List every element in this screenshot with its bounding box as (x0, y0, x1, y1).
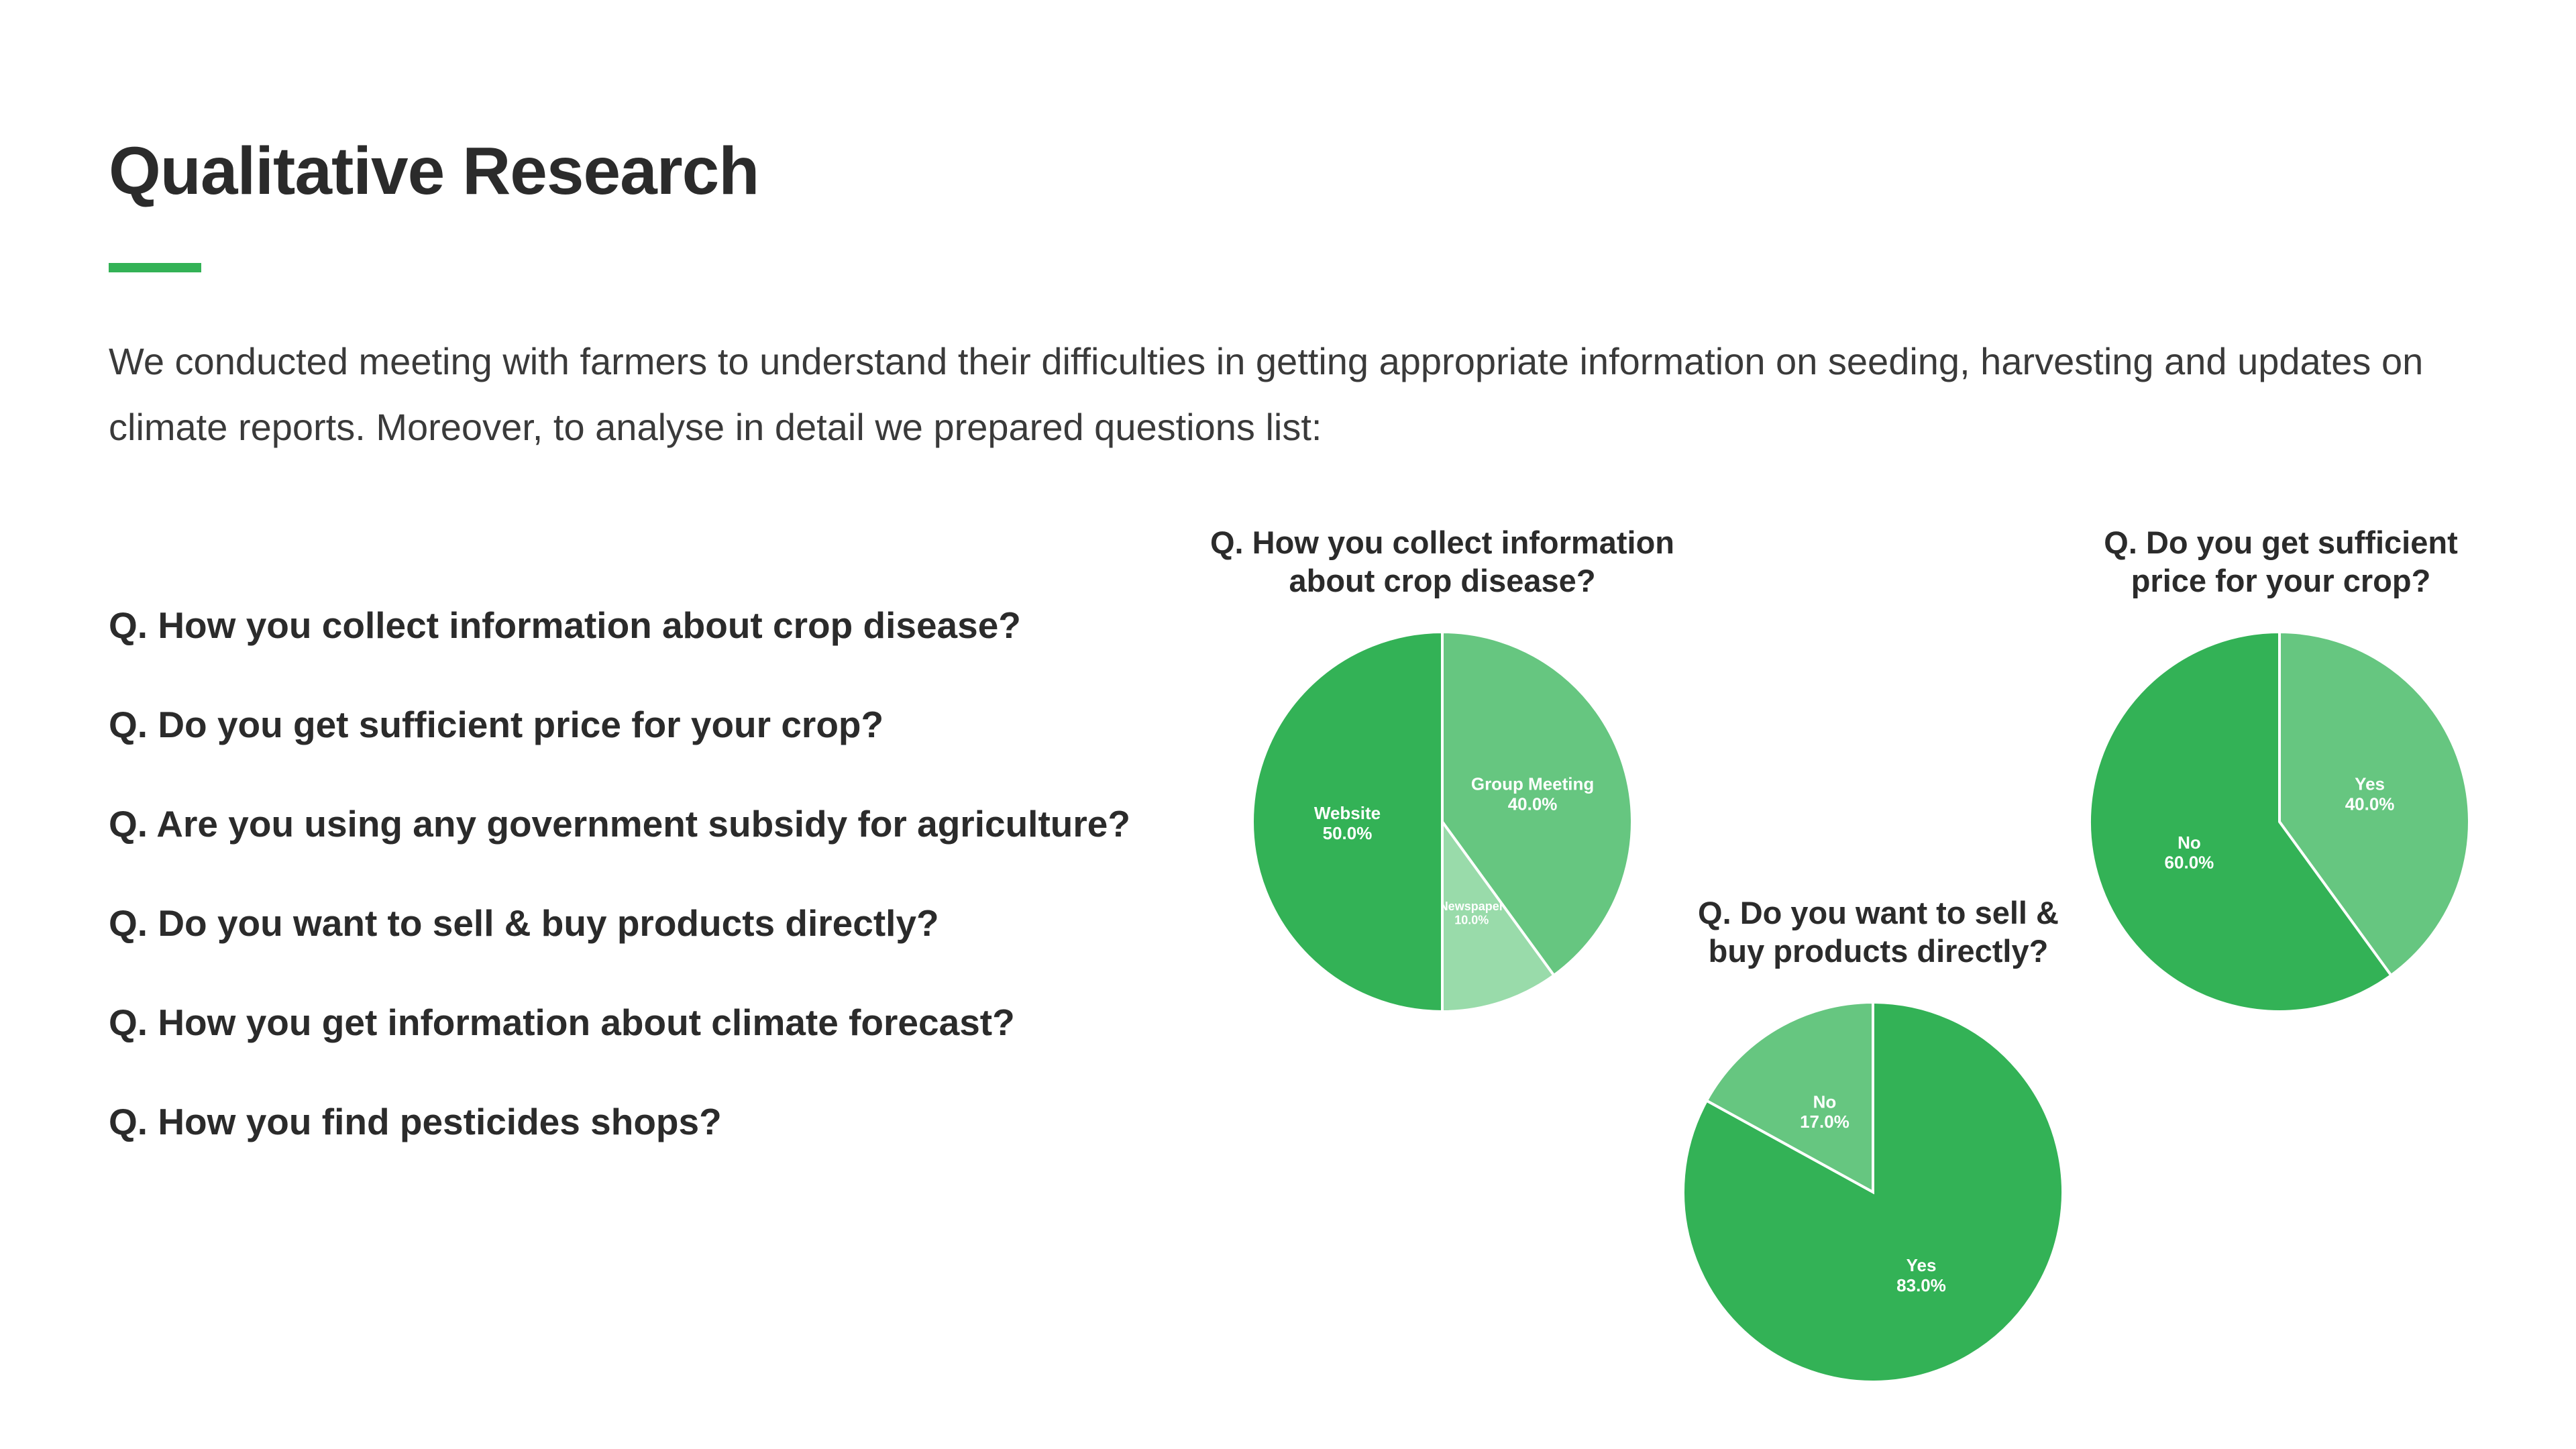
pie-slice-label: Yes (1907, 1255, 1937, 1275)
pie-title-line: about crop disease? (1289, 563, 1596, 598)
pie-slice-value-label: 17.0% (1800, 1112, 1849, 1132)
question-item: Q. How you collect information about cro… (109, 604, 1021, 646)
pie-title-line: price for your crop? (2131, 563, 2431, 598)
pie-slice-label: No (1813, 1091, 1837, 1112)
pie-chart-crop-disease: Q. How you collect information about cro… (1181, 523, 1704, 1033)
questions-list: Q. How you collect information about cro… (109, 598, 1130, 1194)
pie-slice-no (2088, 630, 2394, 1013)
question-item: Q. Do you get sufficient price for your … (109, 704, 884, 745)
question-item: Q. How you get information about climate… (109, 1002, 1015, 1043)
intro-paragraph: We conducted meeting with farmers to und… (109, 340, 2424, 448)
pie-chart-title: Q. How you collect information about cro… (1181, 523, 1704, 600)
pie-slice-value-label: 83.0% (1896, 1275, 1946, 1295)
pie-title-line: Q. Do you want to sell & (1698, 895, 2059, 930)
page-title: Qualitative Research (109, 133, 759, 209)
pie-slice-label: Yes (2355, 773, 2385, 794)
pie-slice-label: Group Meeting (1471, 773, 1594, 794)
pie-chart-title: Q. Do you want to sell & buy products di… (1617, 894, 2140, 970)
pie-slice-no (1705, 1000, 1874, 1195)
question-item: Q. Are you using any government subsidy … (109, 803, 1130, 845)
pie-slice-value-label: 10.0% (1454, 914, 1489, 927)
pie-slice-newspaper (1441, 817, 1556, 1014)
pie-chart-sell-buy: Q. Do you want to sell & buy products di… (1617, 894, 2140, 1403)
pie-slice-yes (2278, 630, 2471, 977)
pie-slice-website (1251, 630, 1444, 1014)
pie-chart-sufficient-price: Q. Do you get sufficient price for your … (2019, 523, 2542, 1033)
pie-title-line: Q. Do you get sufficient (2104, 525, 2458, 560)
pie-slice-value-label: 40.0% (2345, 794, 2395, 814)
pie-slice-value-label: 60.0% (2165, 853, 2214, 873)
question-item: Q. How you find pesticides shops? (109, 1101, 722, 1142)
question-item: Q. Do you want to sell & buy products di… (109, 902, 939, 944)
pie-chart-title: Q. Do you get sufficient price for your … (2019, 523, 2542, 600)
pie-title-line: buy products directly? (1708, 933, 2049, 969)
pie-slice-label: Newspaper (1440, 900, 1504, 913)
title-accent-bar (109, 263, 201, 272)
pie-slice-value-label: 50.0% (1323, 823, 1373, 843)
pie-slice-label: No (2178, 833, 2201, 853)
pie-slice-group-meeting (1441, 630, 1633, 977)
pie-slice-label: Website (1314, 803, 1381, 823)
pie-slice-value-label: 40.0% (1508, 794, 1558, 814)
pie-title-line: Q. How you collect information (1210, 525, 1674, 560)
